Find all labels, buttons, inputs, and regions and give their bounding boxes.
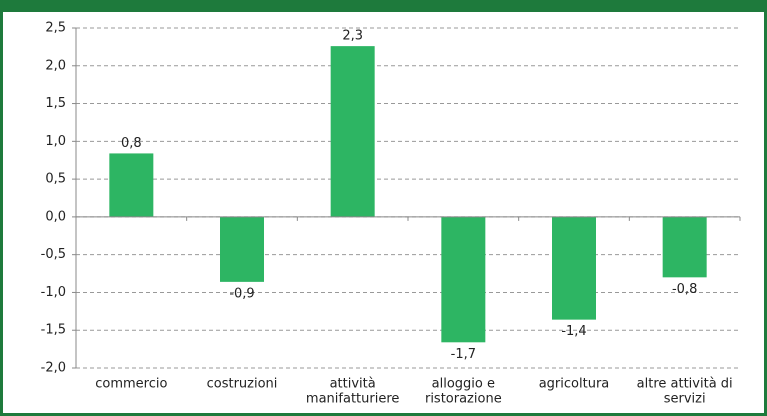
bar [662,216,707,278]
x-tick-label: servizi [664,392,706,407]
value-label: -0,8 [672,282,697,297]
bar [330,46,375,217]
y-tick-label: -1,5 [41,323,66,338]
bar [220,216,264,282]
bar [109,153,154,217]
x-tick-label: agricoltura [539,377,610,392]
y-tick-label: 2,5 [45,21,66,36]
x-tick-label: attività [330,377,376,392]
x-tick-label: alloggio e [432,377,495,392]
value-label: -1,4 [561,324,586,339]
value-label: 2,3 [342,29,363,44]
y-tick-label: -2,0 [41,361,66,376]
x-tick-label: altre attività di [637,377,733,392]
value-label: -1,7 [451,347,476,362]
header-strip [0,0,767,12]
x-tick-label: manifatturiere [306,392,399,407]
y-tick-label: 2,0 [45,58,66,73]
value-label: 0,8 [121,136,142,151]
y-tick-label: 1,5 [45,96,66,111]
y-tick-label: 0,5 [45,172,66,187]
x-tick-label: ristorazione [425,392,502,407]
y-tick-label: 0,0 [45,209,66,224]
value-label: -0,9 [229,286,254,301]
x-tick-label: commercio [95,377,167,392]
x-tick-label: costruzioni [207,377,278,392]
y-tick-label: -1,0 [41,285,66,300]
y-tick-label: -0,5 [41,247,66,262]
y-tick-label: 1,0 [45,134,66,149]
bar [552,216,596,320]
bar [441,216,486,343]
